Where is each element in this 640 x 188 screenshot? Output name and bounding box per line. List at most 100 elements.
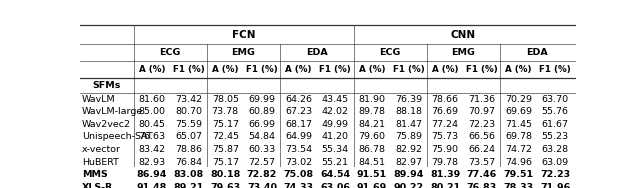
Text: 74.72: 74.72 (505, 145, 532, 154)
Text: 86.94: 86.94 (137, 170, 167, 179)
Text: 91.69: 91.69 (356, 183, 387, 188)
Text: 55.23: 55.23 (541, 132, 569, 141)
Text: HuBERT: HuBERT (82, 158, 119, 167)
Text: 86.78: 86.78 (358, 145, 385, 154)
Text: 70.97: 70.97 (468, 107, 495, 116)
Text: 72.57: 72.57 (248, 158, 275, 167)
Text: WavLM-large: WavLM-large (82, 107, 143, 116)
Text: 88.18: 88.18 (395, 107, 422, 116)
Text: 90.22: 90.22 (394, 183, 424, 188)
Text: 74.96: 74.96 (505, 158, 532, 167)
Bar (134, 181, 576, 188)
Text: SFMs: SFMs (93, 81, 121, 90)
Text: 75.73: 75.73 (431, 132, 459, 141)
Text: 55.21: 55.21 (322, 158, 349, 167)
Text: EMG: EMG (452, 48, 476, 57)
Text: 85.00: 85.00 (138, 107, 165, 116)
Text: A (%): A (%) (505, 65, 532, 74)
Text: F1 (%): F1 (%) (466, 65, 498, 74)
Text: 78.33: 78.33 (504, 183, 534, 188)
Text: 72.23: 72.23 (468, 120, 495, 129)
Text: A (%): A (%) (358, 65, 385, 74)
Text: 68.17: 68.17 (285, 120, 312, 129)
Text: 72.45: 72.45 (212, 132, 239, 141)
Text: 41.20: 41.20 (322, 132, 349, 141)
Text: EMG: EMG (232, 48, 255, 57)
Text: 60.89: 60.89 (248, 107, 275, 116)
Text: 78.05: 78.05 (212, 95, 239, 104)
Text: ECG: ECG (159, 48, 181, 57)
Text: 75.59: 75.59 (175, 120, 202, 129)
Text: 75.89: 75.89 (395, 132, 422, 141)
Text: 77.46: 77.46 (467, 170, 497, 179)
Text: 74.33: 74.33 (284, 183, 314, 188)
Text: 78.66: 78.66 (432, 95, 459, 104)
Text: 55.34: 55.34 (322, 145, 349, 154)
Text: 76.69: 76.69 (432, 107, 459, 116)
Text: 54.84: 54.84 (248, 132, 275, 141)
Text: 55.76: 55.76 (541, 107, 569, 116)
Text: 76.83: 76.83 (467, 183, 497, 188)
Text: 64.99: 64.99 (285, 132, 312, 141)
Text: 84.21: 84.21 (358, 120, 385, 129)
Text: 69.69: 69.69 (505, 107, 532, 116)
Text: A (%): A (%) (285, 65, 312, 74)
Text: 66.24: 66.24 (468, 145, 495, 154)
Text: 65.07: 65.07 (175, 132, 202, 141)
Text: 70.29: 70.29 (505, 95, 532, 104)
Text: EDA: EDA (526, 48, 548, 57)
Text: 78.86: 78.86 (175, 145, 202, 154)
Text: 71.96: 71.96 (540, 183, 570, 188)
Text: 67.23: 67.23 (285, 107, 312, 116)
Text: 81.60: 81.60 (138, 95, 165, 104)
Text: 63.70: 63.70 (541, 95, 569, 104)
Text: 73.57: 73.57 (468, 158, 495, 167)
Text: 73.02: 73.02 (285, 158, 312, 167)
Text: 77.24: 77.24 (432, 120, 459, 129)
Text: 73.40: 73.40 (247, 183, 277, 188)
Text: 63.28: 63.28 (541, 145, 569, 154)
Text: 81.39: 81.39 (430, 170, 460, 179)
Text: A (%): A (%) (139, 65, 165, 74)
Text: 72.23: 72.23 (540, 170, 570, 179)
Text: 82.92: 82.92 (395, 145, 422, 154)
Text: 76.84: 76.84 (175, 158, 202, 167)
Text: FCN: FCN (232, 30, 255, 39)
Text: 80.70: 80.70 (175, 107, 202, 116)
Text: A (%): A (%) (212, 65, 239, 74)
Text: F1 (%): F1 (%) (246, 65, 278, 74)
Text: 83.42: 83.42 (138, 145, 166, 154)
Text: 63.09: 63.09 (541, 158, 569, 167)
Text: 42.02: 42.02 (322, 107, 349, 116)
Text: 72.82: 72.82 (246, 170, 277, 179)
Text: CNN: CNN (451, 30, 476, 39)
Text: 80.21: 80.21 (430, 183, 460, 188)
Text: 76.63: 76.63 (138, 132, 166, 141)
Text: 89.21: 89.21 (173, 183, 204, 188)
Text: Wav2vec2: Wav2vec2 (82, 120, 131, 129)
Text: 71.45: 71.45 (505, 120, 532, 129)
Text: WavLM: WavLM (82, 95, 116, 104)
Text: 76.39: 76.39 (395, 95, 422, 104)
Text: 75.90: 75.90 (432, 145, 459, 154)
Text: 89.94: 89.94 (394, 170, 424, 179)
Text: 79.78: 79.78 (432, 158, 459, 167)
Text: 79.63: 79.63 (210, 183, 240, 188)
Text: 91.51: 91.51 (357, 170, 387, 179)
Text: MMS: MMS (82, 170, 108, 179)
Text: 71.36: 71.36 (468, 95, 495, 104)
Text: 79.60: 79.60 (358, 132, 385, 141)
Text: 69.99: 69.99 (248, 95, 275, 104)
Text: 91.48: 91.48 (137, 183, 167, 188)
Text: F1 (%): F1 (%) (319, 65, 351, 74)
Text: 75.17: 75.17 (212, 158, 239, 167)
Text: F1 (%): F1 (%) (393, 65, 424, 74)
Text: x-vector: x-vector (82, 145, 121, 154)
Text: 82.97: 82.97 (395, 158, 422, 167)
Text: 79.51: 79.51 (504, 170, 534, 179)
Text: 64.26: 64.26 (285, 95, 312, 104)
Text: 89.78: 89.78 (358, 107, 385, 116)
Text: 81.47: 81.47 (395, 120, 422, 129)
Text: EDA: EDA (306, 48, 328, 57)
Text: 84.51: 84.51 (358, 158, 385, 167)
